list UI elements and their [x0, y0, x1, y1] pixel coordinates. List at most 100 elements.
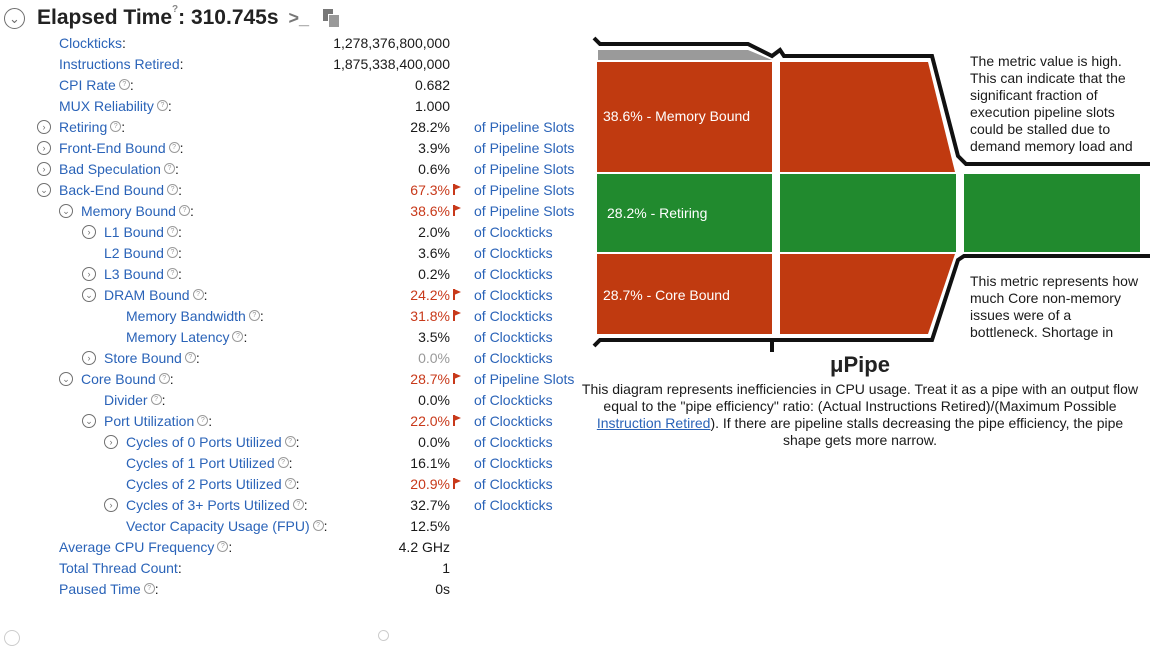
- expander-icon[interactable]: ⌄: [59, 204, 73, 218]
- metric-name-link[interactable]: Front-End Bound: [59, 140, 166, 156]
- metric-name-link[interactable]: Cycles of 0 Ports Utilized: [126, 434, 282, 450]
- metric-row: Vector Capacity Usage (FPU)?: 12.5%: [0, 516, 590, 537]
- help-icon[interactable]: ?: [232, 331, 244, 342]
- copy-icon[interactable]: [323, 9, 341, 28]
- help-icon[interactable]: ?: [156, 100, 168, 111]
- metric-value: 1: [442, 560, 450, 576]
- metric-row: CPI Rate?: 0.682: [0, 75, 590, 96]
- collapse-icon[interactable]: ⌄: [4, 7, 25, 29]
- next-section-expander[interactable]: [4, 630, 20, 646]
- expander-icon[interactable]: ›: [37, 120, 51, 134]
- metric-name-link[interactable]: Core Bound: [81, 371, 156, 387]
- metric-row: Total Thread Count: 1: [0, 558, 590, 579]
- metric-unit-link[interactable]: of Clockticks: [474, 350, 553, 366]
- help-icon[interactable]: ?: [197, 415, 209, 426]
- metric-name-link[interactable]: Store Bound: [104, 350, 182, 366]
- metric-name-link[interactable]: Clockticks: [59, 35, 123, 51]
- expander-icon[interactable]: ›: [104, 435, 118, 449]
- help-icon[interactable]: ?: [248, 310, 260, 321]
- metric-label-suffix: :: [295, 434, 300, 450]
- metric-name-link[interactable]: Memory Bound: [81, 203, 176, 219]
- metric-unit-link[interactable]: of Pipeline Slots: [474, 140, 575, 156]
- metric-unit-link[interactable]: of Clockticks: [474, 329, 553, 345]
- metric-unit-link[interactable]: of Clockticks: [474, 224, 553, 240]
- expander-icon[interactable]: ›: [104, 498, 118, 512]
- metric-unit-link[interactable]: of Pipeline Slots: [474, 203, 575, 219]
- metric-unit-link[interactable]: of Clockticks: [474, 434, 553, 450]
- metric-name-link[interactable]: DRAM Bound: [104, 287, 190, 303]
- help-icon[interactable]: ?: [312, 520, 324, 531]
- metric-name-link[interactable]: Cycles of 1 Port Utilized: [126, 455, 275, 471]
- metric-unit-link[interactable]: of Clockticks: [474, 497, 553, 513]
- help-icon[interactable]: ?: [172, 4, 179, 15]
- help-icon[interactable]: ?: [110, 121, 122, 132]
- metric-unit-link[interactable]: of Clockticks: [474, 476, 553, 492]
- help-icon[interactable]: ?: [158, 373, 170, 384]
- metric-unit-link[interactable]: of Clockticks: [474, 392, 553, 408]
- metric-name-link[interactable]: Instructions Retired: [59, 56, 180, 72]
- metric-value: 12.5%: [410, 518, 450, 534]
- metric-name-link[interactable]: Cycles of 2 Ports Utilized: [126, 476, 282, 492]
- help-icon[interactable]: ?: [284, 478, 296, 489]
- metric-unit-link[interactable]: of Clockticks: [474, 287, 553, 303]
- metric-unit-link[interactable]: of Pipeline Slots: [474, 182, 575, 198]
- metric-name-link[interactable]: Total Thread Count: [59, 560, 178, 576]
- help-icon[interactable]: ?: [150, 394, 162, 405]
- metric-name-link[interactable]: Average CPU Frequency: [59, 539, 215, 555]
- metric-unit-link[interactable]: of Pipeline Slots: [474, 161, 575, 177]
- expander-icon[interactable]: ⌄: [82, 414, 96, 428]
- help-icon[interactable]: ?: [192, 289, 204, 300]
- expander-icon[interactable]: ›: [82, 225, 96, 239]
- expander-icon[interactable]: ›: [82, 267, 96, 281]
- help-icon[interactable]: ?: [143, 583, 155, 594]
- metric-unit-link[interactable]: of Clockticks: [474, 455, 553, 471]
- expander-icon[interactable]: ›: [37, 141, 51, 155]
- terminal-icon[interactable]: >_: [288, 7, 310, 28]
- metric-unit-link[interactable]: of Pipeline Slots: [474, 119, 575, 135]
- metric-name-link[interactable]: Port Utilization: [104, 413, 195, 429]
- help-icon[interactable]: ?: [178, 205, 190, 216]
- help-icon[interactable]: ?: [167, 184, 179, 195]
- help-icon[interactable]: ?: [166, 247, 178, 258]
- expander-icon[interactable]: ›: [37, 162, 51, 176]
- metric-name-link[interactable]: Back-End Bound: [59, 182, 165, 198]
- help-icon[interactable]: ?: [168, 142, 180, 153]
- help-icon[interactable]: ?: [277, 457, 289, 468]
- metric-name-link[interactable]: Vector Capacity Usage (FPU): [126, 518, 310, 534]
- metric-name-link[interactable]: Memory Bandwidth: [126, 308, 246, 324]
- help-icon[interactable]: ?: [166, 226, 178, 237]
- help-icon[interactable]: ?: [184, 352, 196, 363]
- metric-name-link[interactable]: Paused Time: [59, 581, 141, 597]
- metric-name-link[interactable]: MUX Reliability: [59, 98, 154, 114]
- metric-unit-link[interactable]: of Clockticks: [474, 245, 553, 261]
- elapsed-time-title: Elapsed Time?: 310.745s: [37, 4, 279, 29]
- metric-unit-link[interactable]: of Clockticks: [474, 266, 553, 282]
- help-icon[interactable]: ?: [118, 79, 130, 90]
- metric-unit-link[interactable]: of Pipeline Slots: [474, 371, 575, 387]
- metric-unit-link[interactable]: of Clockticks: [474, 308, 553, 324]
- help-icon[interactable]: ?: [292, 499, 304, 510]
- metric-name-link[interactable]: L2 Bound: [104, 245, 164, 261]
- help-icon[interactable]: ?: [166, 268, 178, 279]
- expander-icon[interactable]: ›: [82, 351, 96, 365]
- expander-icon[interactable]: ⌄: [37, 183, 51, 197]
- help-icon[interactable]: ?: [217, 541, 229, 552]
- metric-unit-link[interactable]: of Clockticks: [474, 413, 553, 429]
- metric-name-link[interactable]: Divider: [104, 392, 148, 408]
- expander-icon[interactable]: ⌄: [59, 372, 73, 386]
- help-icon[interactable]: ?: [163, 163, 175, 174]
- metric-name-link[interactable]: Bad Speculation: [59, 161, 161, 177]
- metric-label: Port Utilization?:: [104, 413, 212, 429]
- metric-label: Front-End Bound?:: [59, 140, 184, 156]
- metric-label-suffix: :: [189, 203, 194, 219]
- metric-name-link[interactable]: L1 Bound: [104, 224, 164, 240]
- expander-icon[interactable]: ⌄: [82, 288, 96, 302]
- metric-name-link[interactable]: L3 Bound: [104, 266, 164, 282]
- metric-name-link[interactable]: Memory Latency: [126, 329, 230, 345]
- help-icon[interactable]: ?: [284, 436, 296, 447]
- metric-name-link[interactable]: Cycles of 3+ Ports Utilized: [126, 497, 290, 513]
- metric-name-link[interactable]: CPI Rate: [59, 77, 116, 93]
- metric-label: CPI Rate?:: [59, 77, 134, 93]
- instruction-retired-link[interactable]: Instruction Retired: [596, 415, 711, 431]
- metric-name-link[interactable]: Retiring: [59, 119, 108, 135]
